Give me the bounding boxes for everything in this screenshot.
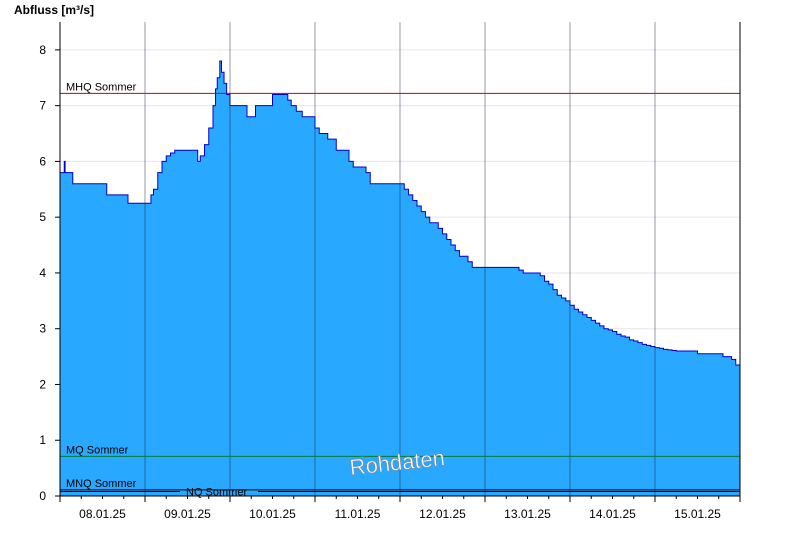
reference-label: MHQ Sommer (66, 81, 137, 93)
y-tick-label: 8 (39, 43, 46, 57)
y-axis-label: Abfluss [m³/s] (14, 3, 94, 17)
x-tick-label: 11.01.25 (335, 507, 381, 521)
y-tick-label: 3 (39, 322, 46, 336)
plot-area: MHQ Sommer MQ Sommer MNQ Sommer NQ Sommer Ro… (39, 22, 741, 521)
y-tick-label: 6 (39, 154, 46, 168)
x-tick-label: 08.01.25 (79, 507, 126, 521)
y-tick-label: 7 (39, 99, 46, 113)
y-tick-label: 4 (39, 266, 46, 280)
reference-label: NQ Sommer (186, 487, 247, 499)
y-tick-label: 0 (39, 489, 46, 503)
x-tick-label: 12.01.25 (419, 507, 466, 521)
reference-label: MQ Sommer (66, 444, 129, 456)
y-tick-label: 1 (39, 433, 46, 447)
y-tick-label: 5 (39, 210, 46, 224)
x-tick-label: 14.01.25 (589, 507, 636, 521)
reference-label: MNQ Sommer (66, 478, 137, 490)
x-tick-label: 09.01.25 (164, 507, 211, 521)
x-tick-label: 10.01.25 (249, 507, 296, 521)
x-tick-label: 13.01.25 (504, 507, 551, 521)
discharge-line (60, 60, 741, 368)
x-tick-label: 15.01.25 (674, 507, 721, 521)
watermark-text: Rohdaten (348, 445, 446, 480)
y-tick-label: 2 (39, 377, 46, 391)
